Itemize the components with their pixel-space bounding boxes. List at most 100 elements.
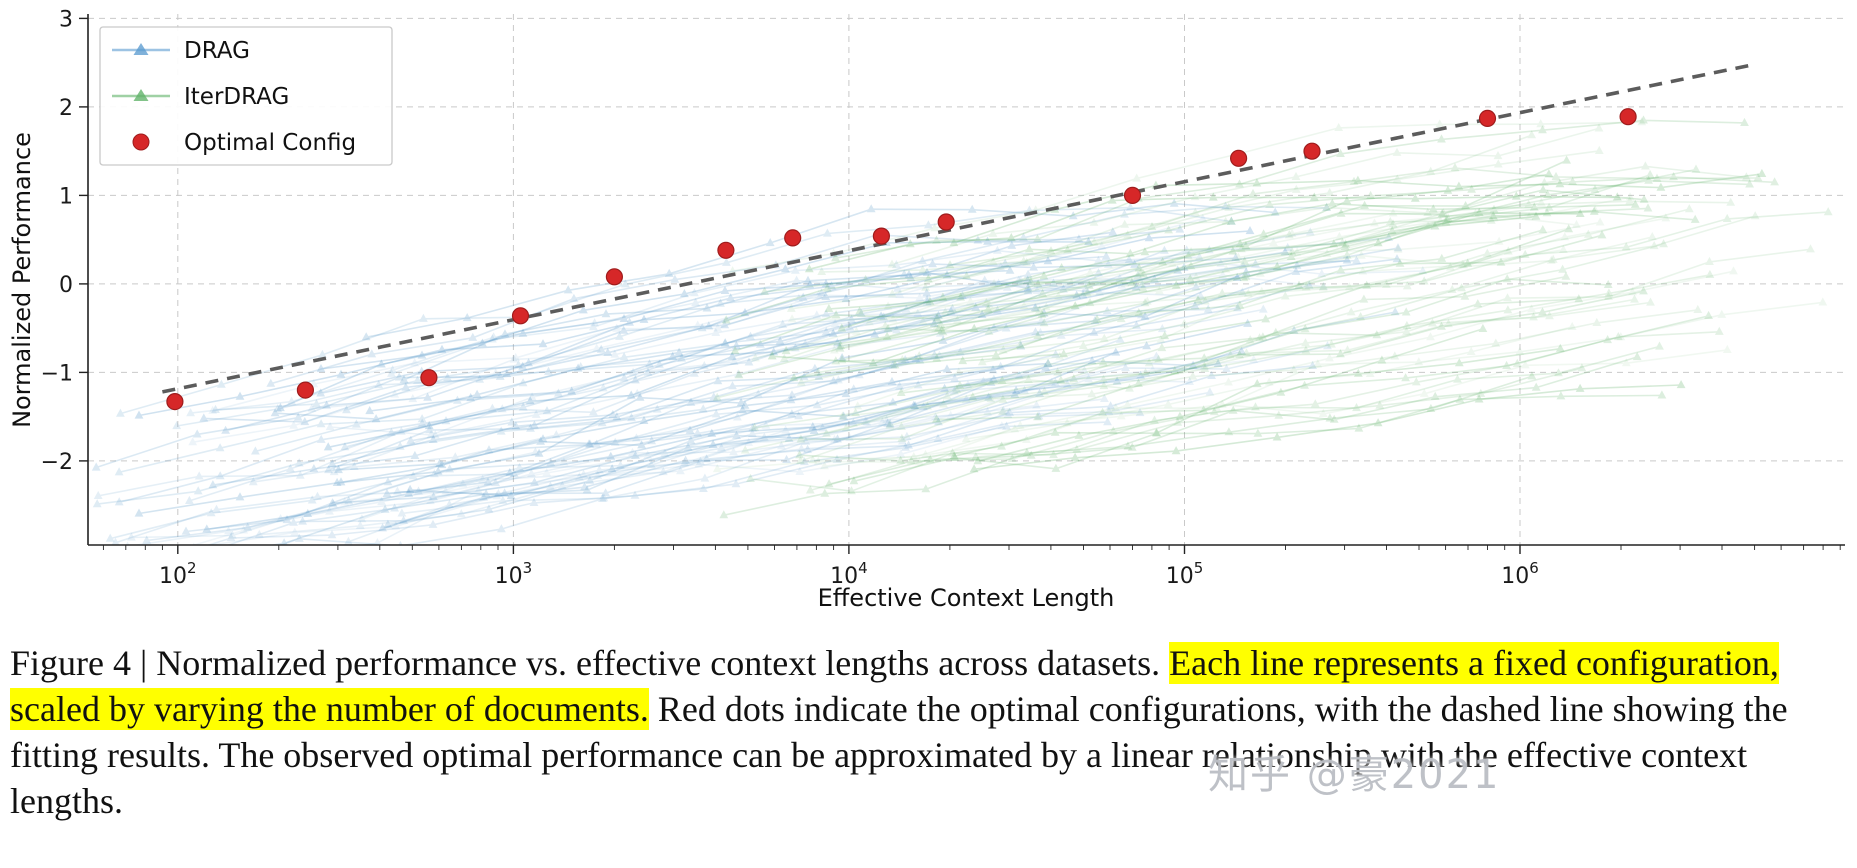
optimal-config-dots (166, 108, 1637, 411)
config-line-drag (202, 347, 1121, 533)
optimal-config-point (784, 229, 802, 247)
config-line-iterdrag (804, 191, 1622, 273)
config-line-drag (211, 201, 1331, 413)
optimal-config-point (1619, 108, 1637, 126)
triangle-marker-icon (133, 43, 149, 55)
y-tick-label: −1 (41, 361, 73, 386)
config-line-iterdrag (796, 269, 1715, 443)
config-line-iterdrag (849, 390, 1667, 485)
config-line-drag (334, 318, 1253, 474)
triangle-marker-icon (133, 89, 149, 101)
config-line-drag (125, 400, 1041, 545)
config-line-drag (127, 287, 1247, 541)
config-line-iterdrag (837, 169, 1655, 364)
config-line-drag (206, 408, 1145, 545)
caption-text-after-highlight: Red dots indicate the optimal configurat… (10, 689, 1788, 821)
optimal-config-point (1303, 142, 1321, 160)
config-line-drag (356, 365, 1089, 545)
config-line-drag (399, 265, 1015, 383)
config-line-drag (172, 232, 1394, 430)
config-line-drag (114, 286, 1033, 506)
config-line-drag (188, 213, 1208, 446)
config-line-iterdrag (760, 172, 1779, 295)
legend-item-iterdrag: IterDRAG (112, 84, 289, 110)
config-line-drag (276, 374, 1194, 523)
config-line-iterdrag (795, 310, 1713, 464)
config-line-drag (266, 224, 1185, 387)
config-line-iterdrag (712, 207, 1833, 401)
config-line-iterdrag (885, 304, 1703, 429)
config-line-drag (298, 360, 1317, 525)
config-line-iterdrag (721, 198, 1640, 324)
performance-vs-context-chart: −2 −1 0 1 2 3 102 103 104 105 106 Normalized Perfo… (8, 7, 1845, 612)
config-line-drag (406, 354, 921, 444)
axes: −2 −1 0 1 2 3 102 103 104 105 106 (41, 7, 1845, 589)
config-line-iterdrag (887, 123, 1604, 268)
legend-label: IterDRAG (184, 84, 289, 110)
optimal-config-point (166, 393, 184, 411)
config-line-drag (269, 307, 1400, 545)
config-line-drag (383, 374, 999, 528)
config-line-iterdrag (883, 164, 1701, 335)
config-line-iterdrag (853, 213, 1671, 410)
legend-label: DRAG (184, 38, 250, 64)
config-line-drag (329, 261, 1248, 476)
config-line-drag (199, 227, 1118, 426)
config-line-iterdrag (918, 192, 1635, 325)
config-line-drag (254, 379, 1072, 538)
legend-item-optimal-config: Optimal Config (132, 130, 356, 156)
config-line-iterdrag (779, 215, 1496, 362)
config-line-drag (378, 392, 993, 532)
config-line-iterdrag (831, 225, 1548, 365)
config-line-drag (278, 417, 1112, 545)
config-line-iterdrag (746, 341, 1664, 495)
config-line-iterdrag (830, 198, 1546, 354)
config-line-drag (325, 270, 1143, 439)
config-line-iterdrag (932, 286, 1648, 423)
config-line-drag (323, 272, 1242, 451)
config-line-iterdrag (955, 271, 1571, 389)
config-line-drag (248, 304, 1268, 486)
config-line-iterdrag (921, 130, 1537, 291)
config-line-iterdrag (781, 206, 1700, 355)
config-line-drag (361, 198, 1280, 341)
x-tick-label: 103 (495, 559, 533, 589)
y-tick-label: 3 (59, 7, 73, 32)
configuration-lines (91, 115, 1833, 545)
config-line-drag (91, 251, 1111, 471)
optimal-config-point (872, 227, 891, 245)
x-tick-label: 106 (1501, 559, 1539, 589)
y-axis-label: Normalized Performance (8, 132, 36, 428)
config-line-drag (181, 243, 1403, 535)
config-line-drag (134, 358, 1053, 517)
config-line-iterdrag (796, 246, 1513, 386)
optimal-config-point (511, 307, 530, 325)
config-line-iterdrag (751, 244, 1568, 362)
config-line-iterdrag (822, 294, 1639, 437)
config-line-drag (191, 354, 1259, 545)
config-line-iterdrag (945, 163, 1763, 269)
config-line-drag (344, 351, 1161, 545)
config-line-iterdrag (977, 204, 1694, 366)
config-line-drag (251, 245, 1169, 455)
caption-text-before-highlight: Figure 4 | Normalized performance vs. ef… (10, 643, 1170, 683)
config-line-iterdrag (934, 161, 1751, 332)
config-line-drag (111, 341, 1332, 545)
config-line-drag (332, 255, 1352, 486)
config-line-drag (316, 267, 1033, 373)
config-line-iterdrag (949, 343, 1565, 460)
config-line-drag (276, 236, 1093, 412)
y-tick-label: 2 (59, 96, 73, 121)
config-line-iterdrag (750, 239, 1668, 431)
optimal-config-point (1123, 186, 1142, 204)
config-line-drag (142, 349, 1061, 544)
optimal-config-point (296, 381, 314, 399)
y-tick-label: −2 (41, 450, 73, 475)
config-line-iterdrag (805, 326, 1724, 494)
config-line-drag (405, 358, 1223, 500)
config-line-drag (365, 265, 1183, 415)
config-line-drag (186, 275, 1205, 417)
config-line-iterdrag (719, 371, 1537, 519)
config-line-iterdrag (855, 155, 1571, 315)
